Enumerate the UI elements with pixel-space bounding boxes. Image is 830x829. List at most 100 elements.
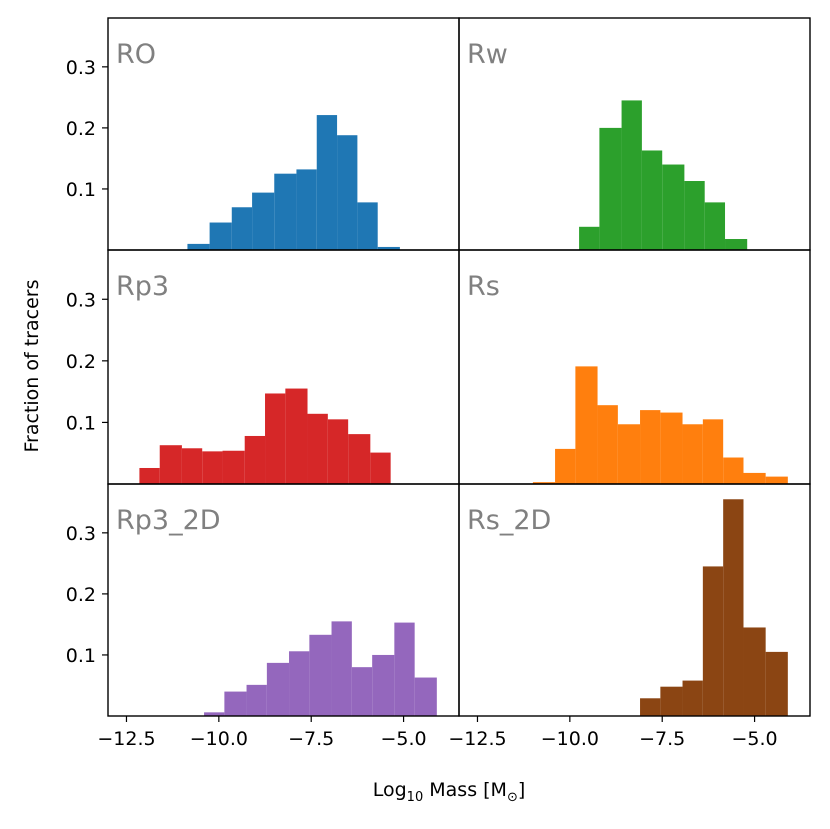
- histogram-bar: [327, 419, 349, 484]
- x-tick-label: −12.5: [448, 728, 506, 750]
- histogram-bar: [704, 202, 726, 250]
- histogram-bar: [414, 677, 437, 716]
- x-tick-label: −10.0: [541, 728, 599, 750]
- histogram-bar: [702, 419, 724, 484]
- panels-layer: RO Rw Rp3 Rs Rp3_2D Rs_2D: [116, 39, 788, 716]
- y-tick-label: 0.2: [66, 118, 96, 140]
- panel-title: Rw: [467, 39, 508, 70]
- histogram-bar: [187, 243, 210, 250]
- histogram-bar: [723, 457, 744, 484]
- histogram-bar: [575, 366, 598, 484]
- histogram-bar: [765, 651, 788, 716]
- histogram-bar: [702, 566, 724, 716]
- ticks-layer: 0.1 0.2 0.3 0.1 0.2 0.3 0.1 0.2 0.3 −12.5 −10.0 −7.…: [66, 57, 778, 750]
- x-tick-label: −12.5: [97, 728, 155, 750]
- histogram-bar: [579, 226, 600, 250]
- panel-title: Rs: [467, 271, 500, 302]
- histogram-bar: [662, 164, 685, 250]
- y-tick-label: 0.3: [66, 523, 96, 545]
- histogram-bar: [682, 680, 703, 716]
- y-tick-label: 0.1: [66, 412, 96, 434]
- histogram-bar: [309, 634, 332, 716]
- histogram-bar: [357, 202, 378, 250]
- histogram-bar: [660, 412, 683, 484]
- histogram-bar: [621, 100, 642, 250]
- histogram-bar: [617, 424, 641, 484]
- histogram-bar: [743, 627, 766, 716]
- panel-frame: [458, 483, 811, 717]
- panel-rp3: Rp3: [116, 271, 391, 484]
- histogram-bar: [209, 222, 232, 250]
- histogram-bar: [337, 135, 358, 250]
- histogram-bar: [370, 452, 391, 484]
- histogram-bar: [723, 499, 744, 716]
- panel-title: Rs_2D: [467, 505, 551, 536]
- panel-rs-2d: Rs_2D: [467, 499, 788, 716]
- histogram-bar: [244, 435, 266, 484]
- histogram-bar: [266, 662, 290, 716]
- x-tick-label: −5.0: [732, 728, 778, 750]
- x-tick-label: −7.5: [288, 728, 334, 750]
- histogram-bar: [181, 448, 203, 484]
- y-tick-label: 0.1: [66, 645, 96, 667]
- histogram-bar: [372, 654, 395, 716]
- histogram-bar: [139, 467, 160, 484]
- panel-rw: Rw: [467, 39, 748, 250]
- x-axis-label: Log10 Mass [M⊙]: [373, 779, 526, 805]
- panel-title: Rp3: [116, 271, 169, 302]
- panel-title: RO: [116, 39, 156, 70]
- y-axis-label: Fraction of tracers: [21, 280, 43, 453]
- histogram-bar: [202, 451, 223, 484]
- y-tick-label: 0.1: [66, 179, 96, 201]
- histogram-bar: [640, 698, 661, 716]
- histogram-bar: [274, 173, 297, 250]
- y-tick-label: 0.3: [66, 289, 96, 311]
- y-tick-label: 0.2: [66, 584, 96, 606]
- histogram-bar: [348, 434, 371, 484]
- histogram-bar: [765, 476, 788, 484]
- histogram-bar: [684, 181, 705, 250]
- histogram-bar: [331, 621, 352, 716]
- x-tick-label: −7.5: [639, 728, 685, 750]
- histogram-bar: [159, 445, 182, 484]
- histogram-bar: [351, 667, 373, 716]
- histogram-bar: [285, 388, 308, 484]
- histogram-bar: [599, 127, 622, 250]
- histogram-bar: [265, 393, 286, 484]
- x-axis-label-subscript: 10: [407, 790, 424, 805]
- histogram-bar: [641, 150, 663, 250]
- x-tick-label: −5.0: [381, 728, 427, 750]
- panel-rp3-2d: Rp3_2D: [116, 505, 437, 716]
- x-axis-label-rest: Mass [M: [423, 779, 507, 801]
- x-axis-label-main: Log: [373, 779, 407, 801]
- y-tick-label: 0.3: [66, 57, 96, 79]
- histogram-bar: [725, 239, 748, 250]
- histogram-bar: [307, 413, 328, 484]
- histogram-bar: [252, 192, 275, 250]
- histogram-bar: [555, 448, 576, 484]
- histogram-bar: [394, 622, 415, 716]
- histogram-bar: [246, 684, 267, 716]
- x-tick-label: −10.0: [190, 728, 248, 750]
- histogram-bar: [231, 207, 253, 250]
- histogram-bar: [597, 405, 618, 484]
- panel-ro: RO: [116, 39, 400, 250]
- x-axis-label-close: ]: [518, 779, 525, 801]
- x-axis-label-sun: ⊙: [507, 790, 518, 805]
- histogram-bar: [682, 424, 703, 484]
- panel-title: Rp3_2D: [116, 505, 221, 536]
- histogram-bar: [224, 691, 247, 716]
- frames-layer: [107, 17, 811, 717]
- histogram-bar: [660, 686, 683, 716]
- histogram-bar: [296, 169, 317, 250]
- histogram-bar: [316, 115, 338, 250]
- panel-rs: Rs: [467, 271, 788, 484]
- histogram-bar: [743, 472, 766, 484]
- histogram-bar: [532, 482, 556, 484]
- histogram-bar: [640, 410, 661, 484]
- y-tick-label: 0.2: [66, 351, 96, 373]
- histogram-bar: [289, 651, 310, 716]
- histogram-bar: [377, 246, 400, 250]
- histogram-bar: [222, 450, 245, 484]
